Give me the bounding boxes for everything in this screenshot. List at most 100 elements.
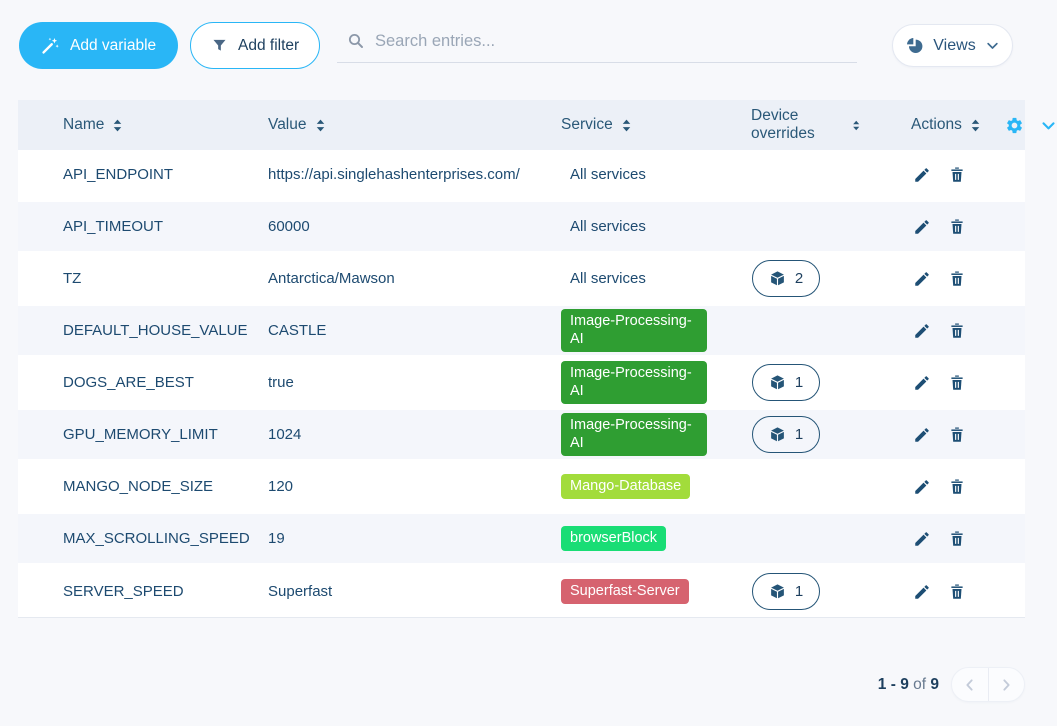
cell-value: CASTLE bbox=[268, 322, 327, 339]
trash-icon bbox=[951, 375, 963, 390]
column-label: Actions bbox=[911, 116, 962, 133]
cell-actions bbox=[861, 320, 1025, 342]
service-badge: Mango-Database bbox=[561, 473, 691, 500]
edit-button[interactable] bbox=[911, 268, 933, 290]
delete-button[interactable] bbox=[946, 476, 968, 498]
collapse-chevron-icon[interactable] bbox=[1038, 115, 1057, 136]
views-button[interactable]: Views bbox=[892, 24, 1013, 67]
service-badge: Superfast-Server bbox=[561, 578, 689, 605]
package-box-icon bbox=[769, 374, 786, 391]
add-variable-button[interactable]: Add variable bbox=[19, 22, 179, 69]
cell-service: All services bbox=[561, 167, 711, 182]
edit-button[interactable] bbox=[911, 372, 933, 394]
chevron-right-icon bbox=[1003, 678, 1010, 691]
cell-name: SERVER_SPEED bbox=[63, 583, 184, 600]
cell-value: true bbox=[268, 374, 294, 391]
table-row: API_TIMEOUT 60000 All services bbox=[18, 202, 1025, 254]
edit-button[interactable] bbox=[911, 581, 933, 603]
column-label: Service bbox=[561, 116, 613, 133]
table-settings-gear-icon[interactable] bbox=[1003, 114, 1026, 137]
table-header-row: Name Value Service Device overrides Acti… bbox=[18, 100, 1055, 150]
column-header-value[interactable]: Value bbox=[268, 116, 561, 134]
cell-value: Superfast bbox=[268, 583, 333, 600]
table-row: SERVER_SPEED Superfast Superfast-Server … bbox=[18, 566, 1025, 618]
edit-button[interactable] bbox=[911, 528, 933, 550]
pager bbox=[951, 667, 1025, 702]
column-header-actions[interactable]: Actions bbox=[861, 114, 1057, 137]
trash-icon bbox=[951, 427, 963, 442]
cell-name: DEFAULT_HOUSE_VALUE bbox=[63, 322, 248, 339]
override-pill[interactable]: 2 bbox=[751, 260, 821, 297]
cell-name: API_TIMEOUT bbox=[63, 218, 164, 235]
pie-chart-icon bbox=[905, 36, 924, 55]
delete-button[interactable] bbox=[946, 164, 968, 186]
cell-value: https://api.singlehashenterprises.com/ bbox=[268, 166, 520, 183]
delete-button[interactable] bbox=[946, 372, 968, 394]
column-label: Device overrides bbox=[751, 107, 815, 142]
cell-value: Antarctica/Mawson bbox=[268, 270, 395, 287]
sort-icon bbox=[622, 119, 630, 131]
delete-button[interactable] bbox=[946, 528, 968, 550]
override-count: 1 bbox=[794, 426, 804, 443]
pagination-bar: 1 - 9 of 9 bbox=[0, 667, 1025, 702]
chevron-left-icon bbox=[966, 678, 973, 691]
search-input[interactable] bbox=[375, 31, 855, 51]
delete-button[interactable] bbox=[946, 581, 968, 603]
override-count: 1 bbox=[794, 374, 804, 391]
delete-button[interactable] bbox=[946, 216, 968, 238]
service-text: All services bbox=[570, 166, 646, 183]
cell-device-overrides: 1 bbox=[751, 364, 821, 401]
next-page-button[interactable] bbox=[989, 668, 1025, 701]
cell-actions bbox=[861, 164, 1025, 186]
pencil-icon bbox=[915, 219, 929, 234]
cell-service: Image-Processing-AI bbox=[561, 361, 711, 404]
edit-button[interactable] bbox=[911, 476, 933, 498]
table-row: API_ENDPOINT https://api.singlehashenter… bbox=[18, 150, 1025, 202]
edit-button[interactable] bbox=[911, 424, 933, 446]
pencil-icon bbox=[915, 375, 929, 390]
edit-button[interactable] bbox=[911, 164, 933, 186]
cell-service: Image-Processing-AI bbox=[561, 309, 711, 352]
column-header-name[interactable]: Name bbox=[63, 116, 268, 134]
add-filter-button[interactable]: Add filter bbox=[190, 22, 321, 69]
delete-button[interactable] bbox=[946, 268, 968, 290]
sort-icon bbox=[971, 119, 980, 131]
edit-button[interactable] bbox=[911, 216, 933, 238]
total-count: 9 bbox=[930, 675, 939, 693]
trash-icon bbox=[951, 271, 963, 286]
range-values: 1 - 9 bbox=[877, 675, 909, 693]
cell-name: TZ bbox=[63, 270, 82, 287]
trash-icon bbox=[951, 323, 963, 338]
override-pill[interactable]: 1 bbox=[751, 573, 821, 610]
table-row: MAX_SCROLLING_SPEED 19 browserBlock bbox=[18, 514, 1025, 566]
cell-name: GPU_MEMORY_LIMIT bbox=[63, 426, 218, 443]
delete-button[interactable] bbox=[946, 424, 968, 446]
views-label: Views bbox=[933, 36, 976, 54]
service-text: All services bbox=[570, 218, 646, 235]
edit-button[interactable] bbox=[911, 320, 933, 342]
cell-device-overrides: 1 bbox=[751, 573, 821, 610]
package-box-icon bbox=[769, 270, 786, 287]
pencil-icon bbox=[915, 479, 929, 494]
override-count: 2 bbox=[794, 270, 804, 287]
pencil-icon bbox=[915, 427, 929, 442]
pencil-icon bbox=[915, 531, 929, 546]
cell-service: Superfast-Server bbox=[561, 578, 711, 605]
previous-page-button[interactable] bbox=[952, 668, 989, 701]
column-label: Name bbox=[63, 116, 105, 133]
override-pill[interactable]: 1 bbox=[751, 364, 821, 401]
override-count: 1 bbox=[794, 583, 804, 600]
delete-button[interactable] bbox=[946, 320, 968, 342]
pagination-range-text: 1 - 9 of 9 bbox=[878, 676, 939, 694]
column-header-device-overrides[interactable]: Device overrides bbox=[711, 107, 861, 143]
pencil-icon bbox=[915, 167, 929, 182]
column-header-service[interactable]: Service bbox=[561, 116, 711, 134]
pencil-icon bbox=[915, 323, 929, 338]
trash-icon bbox=[951, 584, 963, 599]
cell-device-overrides: 2 bbox=[751, 260, 821, 297]
pencil-icon bbox=[915, 584, 929, 599]
pencil-icon bbox=[915, 271, 929, 286]
override-pill[interactable]: 1 bbox=[751, 416, 821, 453]
cell-actions bbox=[861, 268, 1025, 290]
table-row: DOGS_ARE_BEST true Image-Processing-AI 1 bbox=[18, 358, 1025, 410]
